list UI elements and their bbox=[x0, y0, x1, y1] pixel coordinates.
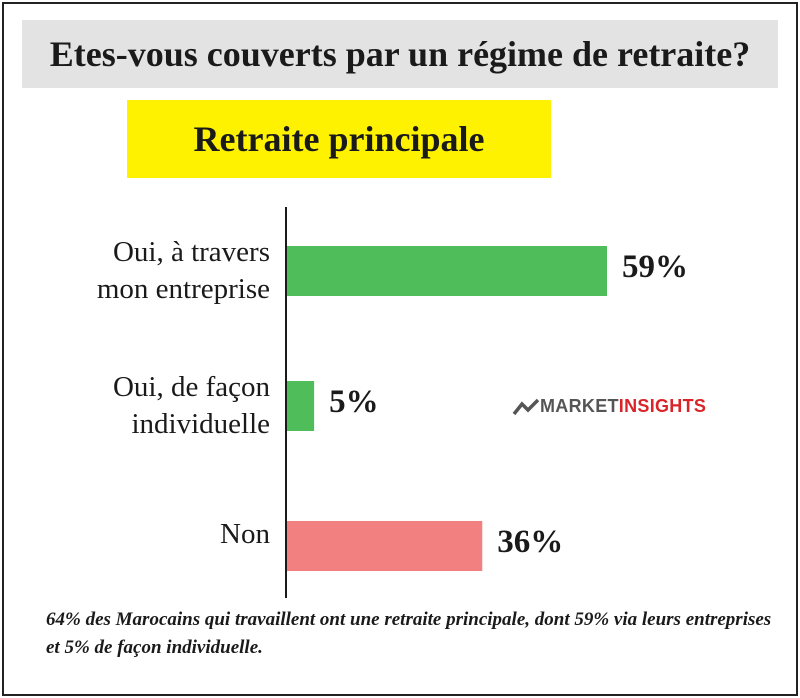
category-label-1-line-0: Oui, de façon bbox=[112, 371, 270, 403]
bar-1 bbox=[287, 381, 315, 431]
category-label-1-line-1: individuelle bbox=[131, 408, 270, 440]
category-label-0: Oui, à travers mon entreprise bbox=[10, 234, 270, 308]
category-label-2-line-0: Non bbox=[220, 518, 270, 550]
footnote: 64% des Marocains qui travaillent ont un… bbox=[46, 609, 772, 658]
chart-title: Etes-vous couverts par un régime de retr… bbox=[22, 20, 778, 88]
value-label-2: 36% bbox=[497, 524, 564, 560]
category-label-2: Non bbox=[10, 516, 270, 553]
market-insights-logo: MARKET INSIGHTS bbox=[512, 396, 706, 417]
value-label-1: 5% bbox=[329, 384, 379, 420]
category-label-0-line-0: Oui, à travers bbox=[112, 236, 270, 268]
logo-word-market: MARKET bbox=[540, 396, 619, 416]
chart-subtitle: Retraite principale bbox=[127, 100, 551, 178]
category-label-1: Oui, de façon individuelle bbox=[10, 369, 270, 443]
chart-trend-icon bbox=[512, 398, 540, 415]
value-label-0: 59% bbox=[622, 249, 688, 285]
bar-0 bbox=[287, 246, 607, 296]
category-label-0-line-1: mon entreprise bbox=[96, 273, 270, 305]
bar-2 bbox=[287, 521, 483, 571]
logo-word-insights: INSIGHTS bbox=[618, 396, 707, 416]
